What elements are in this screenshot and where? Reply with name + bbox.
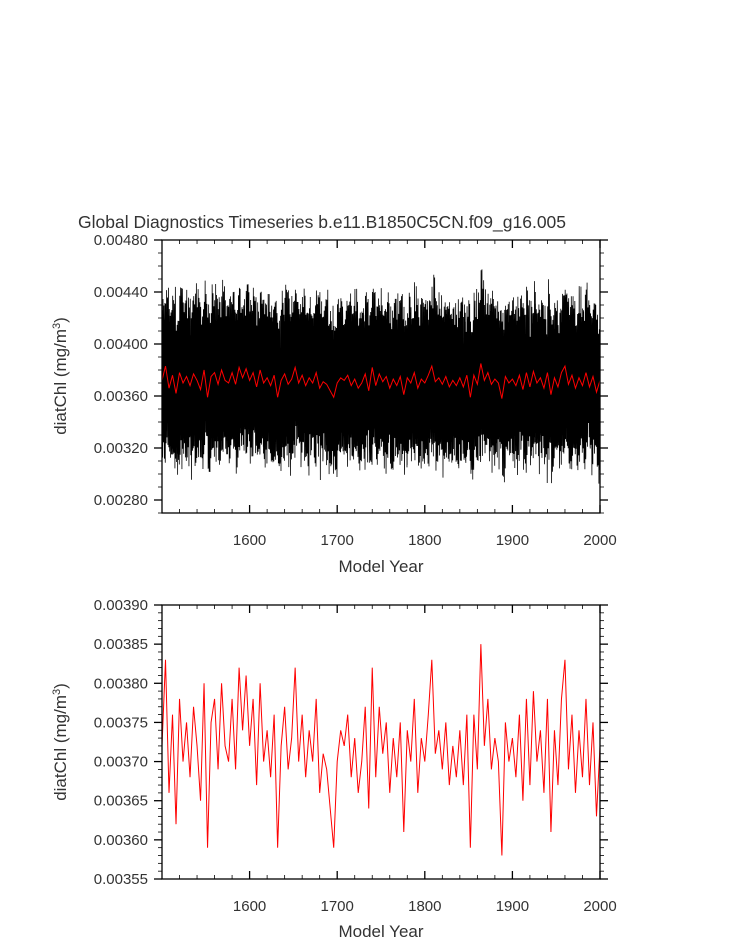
top-y-tick-label: 0.00440 bbox=[94, 284, 148, 301]
bottom-y-axis-label: diatChl (mg/m3) bbox=[51, 683, 70, 801]
bottom-x-axis-label: Model Year bbox=[338, 922, 423, 941]
top-x-tick-label: 1800 bbox=[408, 532, 441, 549]
top-y-tick-label: 0.00320 bbox=[94, 440, 148, 457]
bottom-x-tick-label: 1700 bbox=[321, 898, 354, 915]
bottom-plot-area bbox=[162, 644, 600, 856]
top-y-axis-label: diatChl (mg/m3) bbox=[51, 317, 70, 435]
top-x-tick-label: 1900 bbox=[496, 532, 529, 549]
top-y-label-sup: 3 bbox=[51, 323, 63, 329]
bottom-y-tick-label: 0.00360 bbox=[94, 832, 148, 849]
bottom-x-tick-label: 2000 bbox=[583, 898, 616, 915]
bottom-y-tick-label: 0.00380 bbox=[94, 675, 148, 692]
bottom-y-label-main: diatChl (mg/m bbox=[51, 695, 70, 801]
top-y-label-main: diatChl (mg/m bbox=[51, 329, 70, 435]
top-y-tick-label: 0.00480 bbox=[94, 232, 148, 249]
top-y-tick-label: 0.00360 bbox=[94, 388, 148, 405]
top-x-tick-label: 2000 bbox=[583, 532, 616, 549]
bottom-annual-mean-line bbox=[162, 644, 600, 856]
bottom-y-label-end: ) bbox=[51, 683, 70, 689]
bottom-x-tick-label: 1800 bbox=[408, 898, 441, 915]
bottom-plot-frame bbox=[161, 604, 601, 880]
bottom-x-tick-label: 1900 bbox=[496, 898, 529, 915]
bottom-x-tick-label: 1600 bbox=[233, 898, 266, 915]
top-plot-frame bbox=[161, 239, 601, 514]
top-plot-panel: 1600 1700 1800 1900 2000 0.00280 0.00320 0.0036… bbox=[94, 232, 617, 549]
bottom-y-tick-label: 0.00385 bbox=[94, 636, 148, 653]
bottom-plot-panel: 1600 1700 1800 1900 2000 0.00355 0.00360 0.0036… bbox=[94, 597, 617, 915]
chart-title: Global Diagnostics Timeseries b.e11.B185… bbox=[78, 212, 566, 233]
bottom-y-label-sup: 3 bbox=[51, 689, 63, 695]
top-monthly-series-line bbox=[162, 269, 600, 484]
top-y-label-end: ) bbox=[51, 317, 70, 323]
top-annual-mean-line bbox=[162, 363, 600, 399]
top-plot-area bbox=[162, 269, 600, 484]
top-x-axis-label: Model Year bbox=[338, 557, 423, 576]
top-y-tick-label: 0.00280 bbox=[94, 492, 148, 509]
bottom-y-tick-label: 0.00370 bbox=[94, 754, 148, 771]
bottom-y-tick-label: 0.00355 bbox=[94, 871, 148, 888]
bottom-y-tick-label: 0.00375 bbox=[94, 714, 148, 731]
top-y-tick-label: 0.00400 bbox=[94, 336, 148, 353]
bottom-y-tick-label: 0.00390 bbox=[94, 597, 148, 614]
bottom-y-tick-label: 0.00365 bbox=[94, 793, 148, 810]
top-x-tick-label: 1700 bbox=[321, 532, 354, 549]
top-x-tick-label: 1600 bbox=[233, 532, 266, 549]
